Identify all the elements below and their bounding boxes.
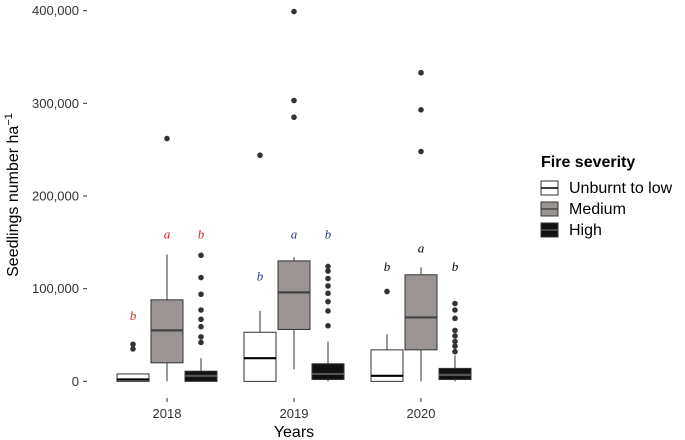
- outlier-point: [452, 338, 458, 345]
- x-axis-title: Years: [274, 424, 314, 440]
- legend-label: High: [569, 222, 602, 239]
- outlier-point: [198, 339, 204, 346]
- y-tick-label: 100,000: [32, 281, 79, 296]
- outlier-point: [198, 252, 204, 259]
- outlier-point: [198, 334, 204, 340]
- legend-label: Medium: [569, 201, 626, 218]
- significance-letter: b: [325, 227, 332, 242]
- outlier-point: [325, 308, 331, 314]
- outlier-point: [452, 315, 458, 322]
- box-group: [243, 152, 277, 382]
- significance-letter: b: [257, 268, 264, 283]
- box-group: [116, 341, 150, 382]
- box: [311, 363, 345, 381]
- outlier-point: [325, 263, 331, 270]
- legend: Fire severity Unburnt to low Medium High: [540, 154, 673, 239]
- y-axis-title-unit-exponent: −1: [3, 113, 15, 126]
- y-tick-label: 300,000: [32, 96, 79, 111]
- outlier-point: [452, 348, 458, 355]
- outlier-point: [198, 291, 204, 298]
- significance-letter: b: [384, 259, 391, 274]
- outlier-point: [257, 152, 263, 159]
- box-group: [277, 8, 311, 370]
- y-axis: 0 100,000 200,000 300,000 400,000: [32, 3, 87, 389]
- outlier-point: [418, 148, 424, 155]
- box-group: [150, 135, 184, 382]
- outlier-point: [325, 298, 331, 305]
- outlier-point: [325, 290, 331, 297]
- significance-letter: a: [291, 227, 298, 242]
- outlier-point: [452, 300, 458, 307]
- outlier-point: [130, 346, 136, 352]
- x-tick-label: 2018: [153, 406, 182, 421]
- x-axis: 2018 2019 2020: [153, 398, 436, 421]
- y-tick-label: 0: [72, 374, 79, 389]
- box-group: [404, 69, 438, 382]
- y-axis-title-main: Seedlings number ha: [5, 126, 22, 277]
- outlier-point: [291, 8, 297, 15]
- outlier-point: [130, 341, 136, 348]
- box: [243, 331, 277, 382]
- y-axis-title: Seedlings number ha−1: [3, 113, 22, 277]
- outlier-point: [452, 327, 458, 334]
- outlier-point: [325, 322, 331, 329]
- outlier-point: [325, 275, 331, 282]
- x-tick-label: 2020: [407, 406, 436, 421]
- x-tick-label: 2019: [280, 406, 309, 421]
- outlier-point: [325, 268, 331, 274]
- outlier-point: [452, 333, 458, 339]
- outlier-point: [418, 69, 424, 76]
- y-tick-label: 400,000: [32, 3, 79, 18]
- box-group: [370, 288, 404, 382]
- outlier-point: [291, 97, 297, 104]
- outlier-point: [198, 323, 204, 330]
- box-group: [311, 263, 345, 382]
- significance-letter: b: [452, 259, 459, 274]
- significance-letter: b: [130, 308, 137, 323]
- legend-title: Fire severity: [541, 154, 635, 171]
- outlier-point: [198, 307, 204, 313]
- outlier-point: [164, 135, 170, 142]
- outlier-point: [452, 307, 458, 313]
- box: [404, 274, 438, 351]
- y-tick-label: 200,000: [32, 189, 79, 204]
- outlier-point: [198, 316, 204, 323]
- box-group: [438, 300, 472, 382]
- outlier-point: [291, 114, 297, 121]
- box-group: [184, 252, 218, 382]
- box: [116, 373, 150, 382]
- box: [277, 260, 311, 330]
- significance-letter: a: [418, 241, 425, 256]
- significance-letter: b: [198, 227, 205, 242]
- outlier-point: [384, 288, 390, 295]
- outlier-point: [418, 107, 424, 113]
- outlier-point: [452, 343, 458, 349]
- significance-letter: a: [164, 227, 171, 242]
- plot-area: b a b b a b b a b: [116, 8, 472, 382]
- legend-label: Unburnt to low: [569, 180, 673, 197]
- outlier-point: [325, 283, 331, 289]
- outlier-point: [198, 274, 204, 281]
